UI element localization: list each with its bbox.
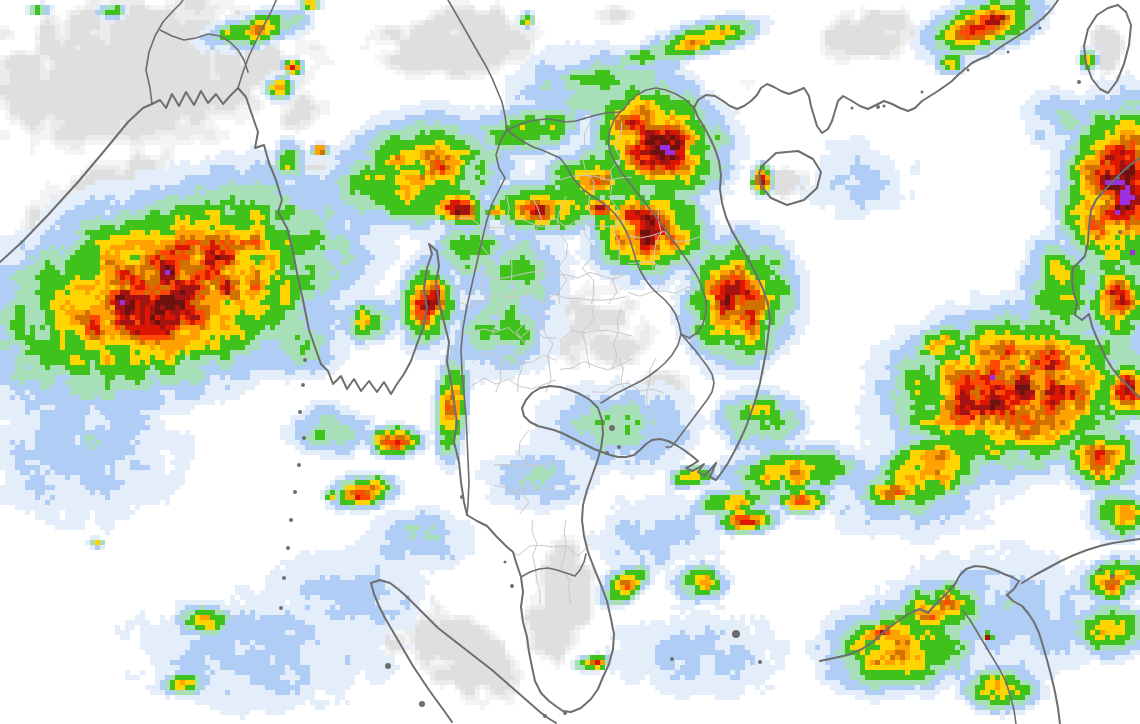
weather-precipitation-map [0,0,1140,724]
map-borders-canvas [0,0,1140,724]
